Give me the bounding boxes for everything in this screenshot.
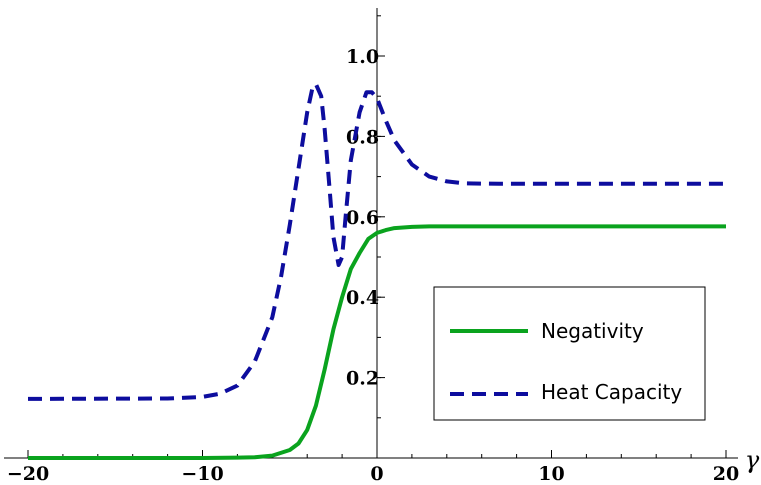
y-tick-label: 0.2 [346, 368, 379, 390]
x-axis-label: γ [745, 446, 760, 474]
y-tick-label: 0.4 [346, 287, 379, 309]
axes: −20 −10 0 10 20 γ 0.2 0.4 0.6 0.8 1.0 [4, 8, 760, 485]
plot-curves [27, 82, 726, 460]
legend: Negativity Heat Capacity [433, 286, 706, 421]
y-tick-label: 0.6 [346, 207, 379, 229]
x-tick-label: −20 [7, 463, 49, 485]
x-tick-label: 20 [713, 463, 739, 485]
x-tick-label: 0 [370, 463, 383, 485]
x-tick-label: 10 [538, 463, 564, 485]
legend-box [433, 286, 706, 421]
series-line-negativity [28, 224, 726, 460]
x-tick-label: −10 [181, 463, 223, 485]
legend-label-negativity: Negativity [541, 319, 644, 343]
series-line-heat-capacity [27, 82, 726, 401]
y-tick-label: 1.0 [346, 46, 379, 68]
legend-label-heat-capacity: Heat Capacity [541, 380, 682, 404]
y-tick-label: 0.8 [346, 126, 379, 148]
